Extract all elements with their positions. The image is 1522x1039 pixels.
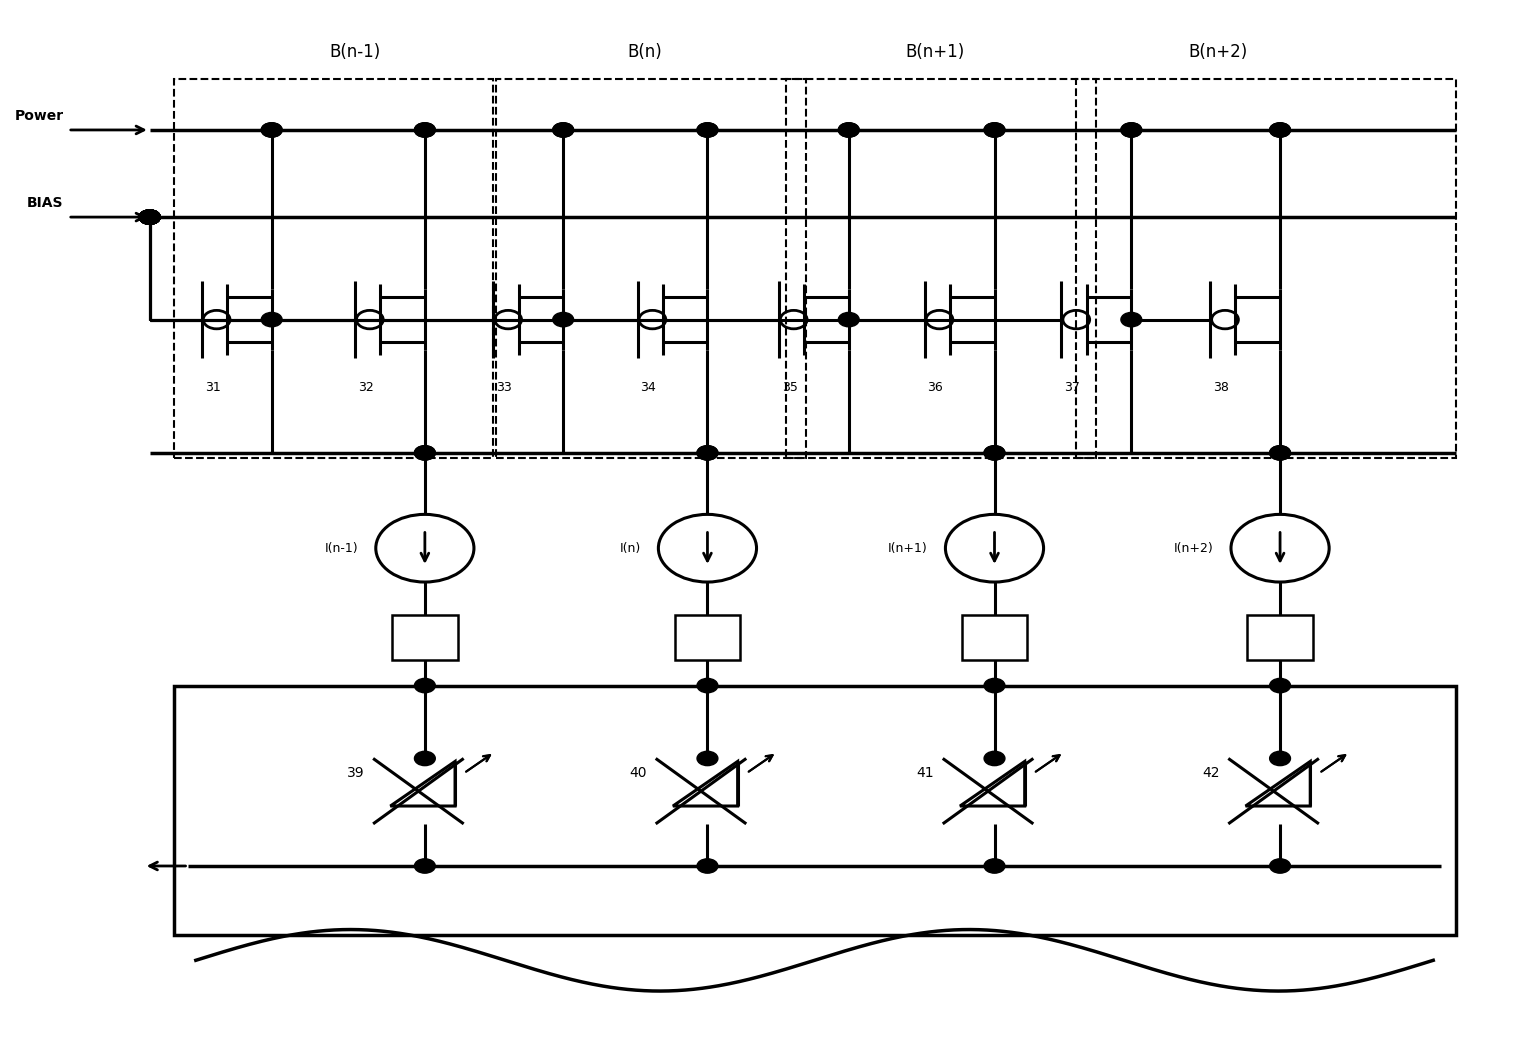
- Circle shape: [552, 123, 574, 137]
- Circle shape: [1269, 123, 1291, 137]
- Circle shape: [1269, 751, 1291, 766]
- Circle shape: [1269, 678, 1291, 693]
- Circle shape: [140, 210, 160, 224]
- Bar: [1248, 615, 1313, 660]
- Bar: [174, 686, 1455, 935]
- Circle shape: [414, 446, 435, 460]
- Circle shape: [262, 123, 282, 137]
- Text: 41: 41: [916, 767, 935, 780]
- Bar: [393, 615, 458, 660]
- Circle shape: [1120, 313, 1142, 327]
- Bar: [174, 79, 493, 458]
- Circle shape: [985, 859, 1005, 873]
- Bar: [674, 615, 740, 660]
- Text: 32: 32: [358, 381, 374, 394]
- Text: 39: 39: [347, 767, 364, 780]
- Text: I(n): I(n): [619, 541, 641, 555]
- Text: 36: 36: [927, 381, 944, 394]
- Text: 37: 37: [1064, 381, 1081, 394]
- Circle shape: [839, 313, 858, 327]
- Circle shape: [697, 859, 718, 873]
- Circle shape: [140, 210, 160, 224]
- Bar: [1076, 79, 1455, 458]
- Text: I(n+2): I(n+2): [1173, 541, 1213, 555]
- Circle shape: [985, 446, 1005, 460]
- Bar: [787, 79, 1096, 458]
- Text: 40: 40: [630, 767, 647, 780]
- Circle shape: [140, 210, 160, 224]
- Circle shape: [414, 751, 435, 766]
- Circle shape: [140, 210, 160, 224]
- Text: B(n): B(n): [627, 43, 662, 61]
- Circle shape: [552, 123, 574, 137]
- Circle shape: [140, 210, 160, 224]
- Circle shape: [697, 446, 718, 460]
- Text: 33: 33: [496, 381, 511, 394]
- Text: B(n+2): B(n+2): [1189, 43, 1247, 61]
- Circle shape: [414, 123, 435, 137]
- Circle shape: [140, 210, 160, 224]
- Circle shape: [985, 751, 1005, 766]
- Circle shape: [985, 123, 1005, 137]
- Text: 34: 34: [641, 381, 656, 394]
- Circle shape: [414, 123, 435, 137]
- Text: I(n-1): I(n-1): [324, 541, 358, 555]
- Circle shape: [140, 210, 160, 224]
- Circle shape: [697, 446, 718, 460]
- Text: 31: 31: [205, 381, 221, 394]
- Circle shape: [985, 123, 1005, 137]
- Circle shape: [1120, 123, 1142, 137]
- Circle shape: [1269, 446, 1291, 460]
- Circle shape: [1269, 123, 1291, 137]
- Circle shape: [262, 313, 282, 327]
- Circle shape: [697, 123, 718, 137]
- Circle shape: [140, 210, 160, 224]
- Circle shape: [140, 210, 160, 224]
- Circle shape: [414, 446, 435, 460]
- Circle shape: [262, 123, 282, 137]
- Circle shape: [985, 678, 1005, 693]
- Bar: [962, 615, 1027, 660]
- Circle shape: [1269, 446, 1291, 460]
- Text: 42: 42: [1202, 767, 1219, 780]
- Text: 38: 38: [1213, 381, 1228, 394]
- Circle shape: [697, 678, 718, 693]
- Text: B(n+1): B(n+1): [906, 43, 965, 61]
- Circle shape: [697, 123, 718, 137]
- Bar: [496, 79, 805, 458]
- Circle shape: [839, 123, 858, 137]
- Text: Power: Power: [14, 109, 64, 123]
- Text: I(n+1): I(n+1): [887, 541, 927, 555]
- Circle shape: [697, 751, 718, 766]
- Circle shape: [552, 313, 574, 327]
- Circle shape: [140, 210, 160, 224]
- Text: BIAS: BIAS: [27, 196, 64, 210]
- Circle shape: [414, 859, 435, 873]
- Circle shape: [839, 123, 858, 137]
- Circle shape: [1120, 123, 1142, 137]
- Circle shape: [985, 446, 1005, 460]
- Text: 35: 35: [782, 381, 798, 394]
- Circle shape: [414, 678, 435, 693]
- Text: B(n-1): B(n-1): [329, 43, 380, 61]
- Circle shape: [140, 210, 160, 224]
- Circle shape: [1269, 859, 1291, 873]
- Circle shape: [140, 210, 160, 224]
